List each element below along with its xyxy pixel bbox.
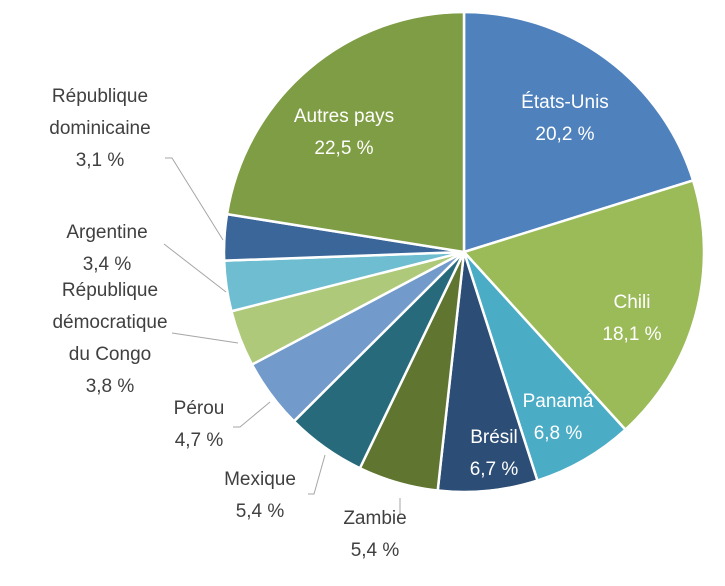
- leader-line-argentine: [163, 243, 227, 293]
- data-label-chili: Chili 18,1 %: [602, 292, 661, 345]
- data-label-zambie: Zambie 5,4 %: [343, 508, 406, 561]
- data-label-etats-unis: États-Unis 20,2 %: [521, 92, 609, 145]
- leader-line-republique-democratique-du-congo: [171, 332, 239, 344]
- leader-line-perou: [233, 401, 271, 428]
- data-label-argentine: Argentine 3,4 %: [66, 222, 147, 275]
- leader-lines: [163, 157, 401, 514]
- data-label-panama: Panamá 6,8 %: [523, 391, 594, 444]
- data-labels: États-Unis 20,2 % Chili 18,1 %Panamá 6,8 %Br…: [49, 86, 661, 561]
- pie-outline: [223, 11, 705, 493]
- data-label-mexique: Mexique 5,4 %: [224, 469, 296, 522]
- pie-slice-autres-pays: [225, 10, 466, 254]
- data-label-republique-dominicaine: République dominicaine 3,1 %: [49, 86, 150, 171]
- leader-line-republique-dominicaine: [165, 157, 224, 241]
- data-label-bresil: Brésil 6,7 %: [470, 427, 519, 480]
- data-label-republique-democratique-du-congo: République démocratique du Congo 3,8 %: [52, 280, 167, 397]
- pie-slices: [222, 10, 706, 494]
- data-label-autres-pays: Autres pays 22,5 %: [294, 106, 394, 159]
- data-label-perou: Pérou 4,7 %: [174, 398, 225, 451]
- leader-line-mexique: [308, 454, 326, 495]
